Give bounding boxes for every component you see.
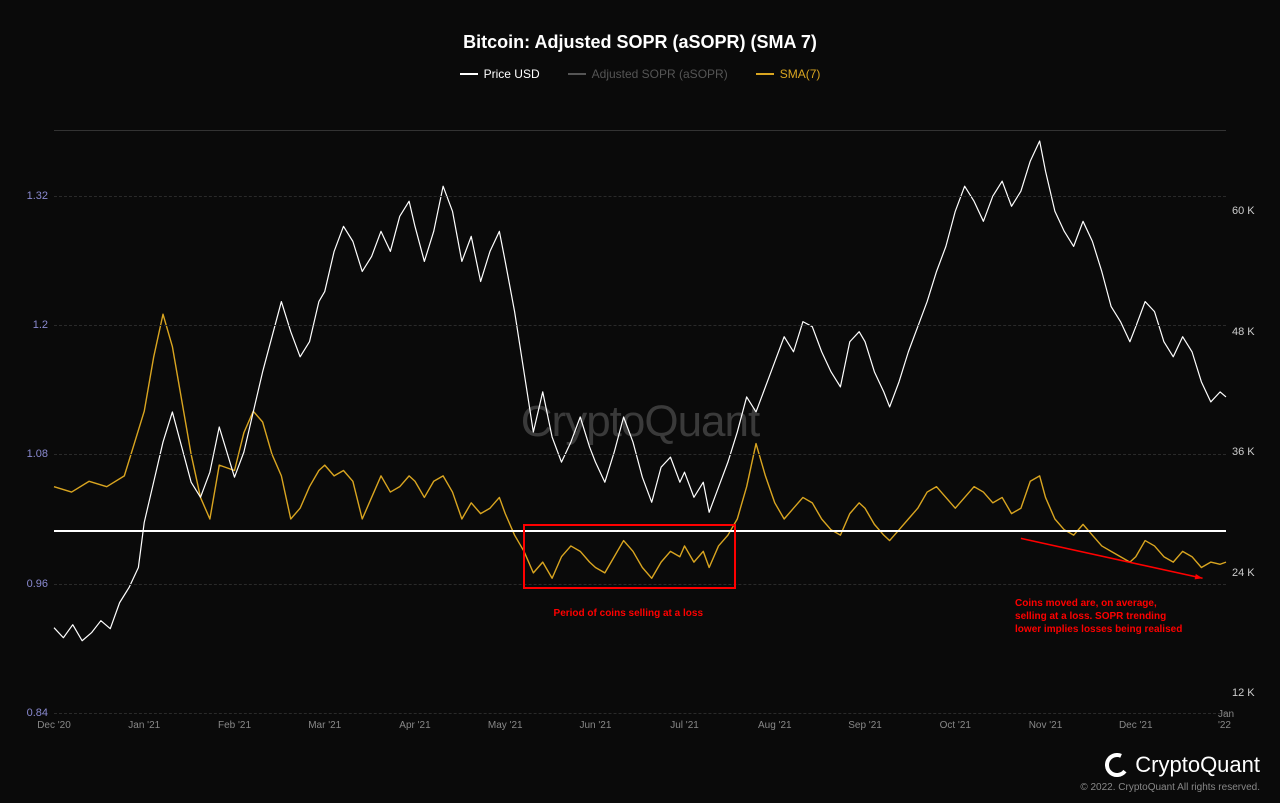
legend-item-price: Price USD (460, 67, 540, 81)
brand-icon (1105, 753, 1129, 777)
legend-label: SMA(7) (780, 67, 821, 81)
x-tick: Nov '21 (1029, 720, 1063, 731)
brand: CryptoQuant (1080, 752, 1260, 778)
x-tick: Oct '21 (940, 720, 971, 731)
x-tick: Dec '21 (1119, 720, 1153, 731)
x-tick: Jun '21 (579, 720, 611, 731)
y-right-tick: 36 K (1232, 446, 1266, 458)
brand-text: CryptoQuant (1135, 752, 1260, 778)
x-tick: Sep '21 (848, 720, 882, 731)
chart-title: Bitcoin: Adjusted SOPR (aSOPR) (SMA 7) (0, 0, 1280, 53)
annotation-caption: Period of coins selling at a loss (554, 607, 703, 620)
y-right-tick: 12 K (1232, 687, 1266, 699)
annotation-box (523, 524, 736, 589)
y-right-tick: 60 K (1232, 205, 1266, 217)
x-tick: Mar '21 (308, 720, 341, 731)
y-left-tick: 0.96 (16, 578, 48, 590)
legend-label: Price USD (484, 67, 540, 81)
x-tick: Jul '21 (670, 720, 699, 731)
legend-swatch (756, 73, 774, 75)
y-left-tick: 1.08 (16, 448, 48, 460)
legend-item-sma7: SMA(7) (756, 67, 821, 81)
x-tick: Aug '21 (758, 720, 792, 731)
legend-item-asopr: Adjusted SOPR (aSOPR) (568, 67, 728, 81)
footer: CryptoQuant © 2022. CryptoQuant All righ… (1080, 752, 1260, 793)
x-tick: Jan '21 (128, 720, 160, 731)
y-left-tick: 0.84 (16, 707, 48, 719)
copyright: © 2022. CryptoQuant All rights reserved. (1080, 782, 1260, 793)
x-tick: Jan '22 (1218, 709, 1234, 731)
y-right-tick: 24 K (1232, 567, 1266, 579)
legend-swatch (568, 73, 586, 75)
y-left-tick: 1.32 (16, 190, 48, 202)
y-right-tick: 48 K (1232, 326, 1266, 338)
x-tick: May '21 (488, 720, 523, 731)
legend-swatch (460, 73, 478, 75)
x-tick: Dec '20 (37, 720, 71, 731)
x-tick: Apr '21 (399, 720, 430, 731)
legend: Price USD Adjusted SOPR (aSOPR) SMA(7) (0, 67, 1280, 81)
y-left-tick: 1.2 (16, 319, 48, 331)
chart-plot-area: CryptoQuant 0.840.961.081.21.3212 K24 K3… (54, 130, 1226, 713)
x-tick: Feb '21 (218, 720, 251, 731)
legend-label: Adjusted SOPR (aSOPR) (592, 67, 728, 81)
annotation-side-caption: Coins moved are, on average, selling at … (1015, 597, 1182, 636)
